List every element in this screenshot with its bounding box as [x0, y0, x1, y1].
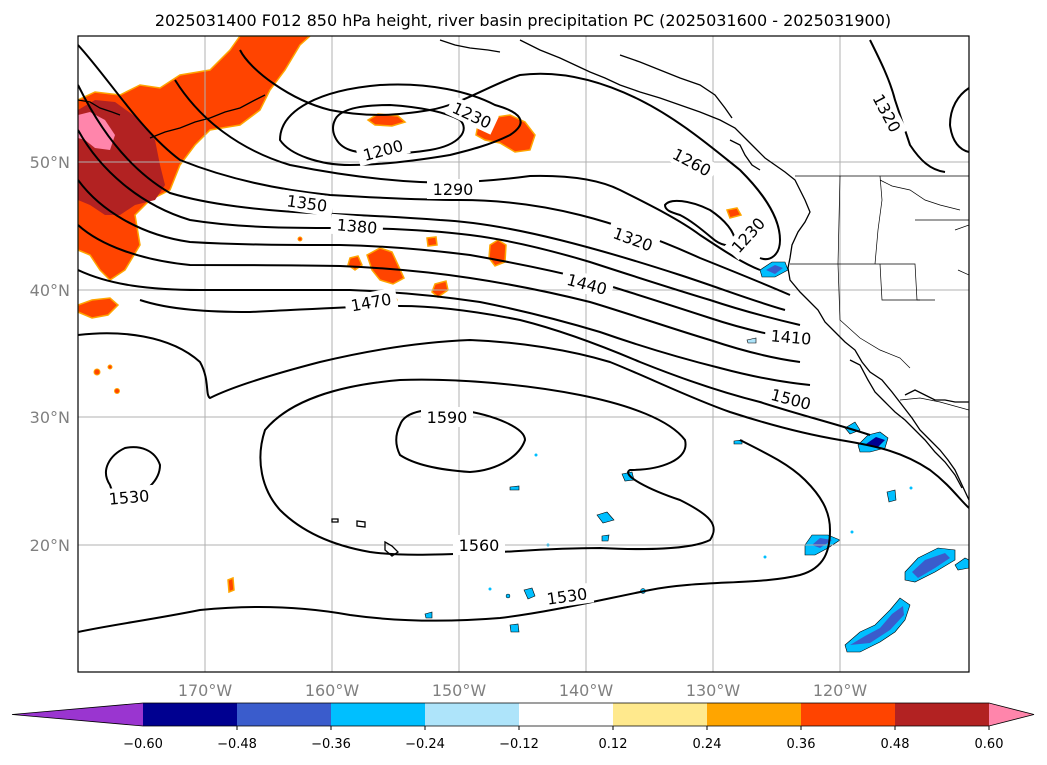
colorbar-tick-label: −0.12 — [499, 737, 539, 752]
colorbar-tick-label: −0.60 — [123, 737, 163, 752]
colorbar-segment — [143, 703, 238, 726]
colorbar-outline — [11, 702, 1035, 727]
colorbar — [11, 702, 1035, 727]
colorbar-segment — [237, 703, 332, 726]
lon-label: 170°W — [178, 681, 233, 700]
colorbar-segment — [519, 703, 614, 726]
lat-label: 30°N — [30, 408, 70, 427]
lat-label: 40°N — [30, 281, 70, 300]
colorbar-segment — [613, 703, 708, 726]
colorbar-tick-label: 0.48 — [881, 737, 910, 752]
longitude-labels: 170°W 160°W 150°W 140°W 130°W 120°W — [178, 681, 868, 700]
contour-label: 1410 — [770, 326, 812, 348]
map-frame — [77, 35, 970, 673]
contour-labels: 1200 1230 1260 1320 1290 1350 1380 1320 … — [102, 86, 908, 610]
precip-negative-shading — [424, 261, 969, 653]
contour-label: 1380 — [336, 215, 378, 237]
map-panel: 1200 1230 1260 1320 1290 1350 1380 1320 … — [78, 36, 969, 672]
height-contours — [78, 39, 969, 633]
colorbar-tick-label: −0.36 — [311, 737, 351, 752]
lon-label: 130°W — [686, 681, 741, 700]
colorbar-segment — [895, 703, 990, 726]
colorbar-extend-max — [989, 703, 1034, 726]
contour-label: 1560 — [459, 536, 500, 555]
colorbar-segment — [331, 703, 426, 726]
colorbar-tick-label: 0.24 — [693, 737, 722, 752]
lon-label: 150°W — [432, 681, 487, 700]
colorbar-tick-labels: −0.60 −0.48 −0.36 −0.24 −0.12 0.12 0.24 0.36 0.4… — [123, 726, 1003, 752]
colorbar-tick-label: 0.12 — [599, 737, 628, 752]
colorbar-segment — [801, 703, 896, 726]
colorbar-tick-label: 0.36 — [787, 737, 816, 752]
contour-label: 1530 — [108, 486, 150, 508]
lon-label: 120°W — [813, 681, 868, 700]
lon-label: 160°W — [305, 681, 360, 700]
colorbar-tick-label: −0.48 — [217, 737, 257, 752]
political-borders — [790, 175, 969, 411]
colorbar-extend-min — [12, 703, 143, 726]
figure-title: 2025031400 F012 850 hPa height, river ba… — [155, 11, 891, 30]
latitude-labels: 50°N 40°N 30°N 20°N — [30, 153, 70, 555]
colorbar-segment — [707, 703, 802, 726]
lon-label: 140°W — [559, 681, 614, 700]
contour-label: 1590 — [427, 408, 468, 427]
colorbar-tick-label: −0.24 — [405, 737, 445, 752]
colorbar-tick-label: 0.60 — [975, 737, 1004, 752]
lat-label: 20°N — [30, 536, 70, 555]
contour-label: 1290 — [433, 180, 474, 199]
lat-label: 50°N — [30, 153, 70, 172]
colorbar-segment — [425, 703, 520, 726]
